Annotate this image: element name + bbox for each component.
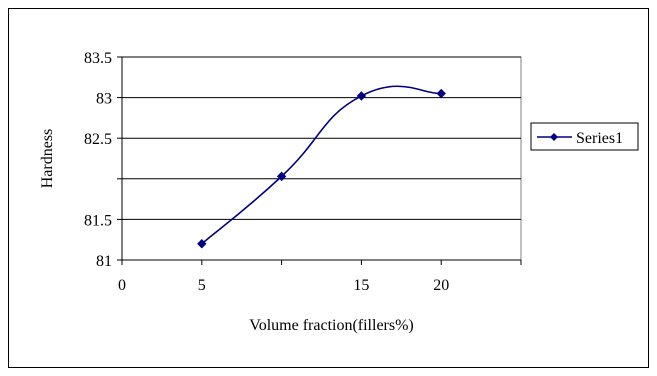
data-point bbox=[197, 239, 207, 249]
legend: Series1 bbox=[530, 122, 639, 151]
y-tick-label: 83.5 bbox=[84, 50, 112, 67]
gridlines bbox=[122, 56, 521, 220]
x-tick-labels: 0 5 15 20 bbox=[118, 277, 449, 294]
legend-marker-diamond bbox=[550, 133, 558, 141]
plot-area bbox=[121, 56, 522, 261]
legend-entry-label: Series1 bbox=[576, 130, 623, 147]
x-tick-label: 0 bbox=[118, 277, 126, 294]
axes bbox=[117, 56, 522, 265]
data-point bbox=[276, 171, 287, 182]
data-point bbox=[356, 91, 367, 101]
x-tick-label: 20 bbox=[433, 277, 449, 294]
x-axis-label: Volume fraction(fillers%) bbox=[249, 317, 414, 334]
y-axis-label: Hardness bbox=[39, 129, 56, 189]
x-tick-label: 5 bbox=[198, 277, 206, 294]
series-line bbox=[201, 85, 442, 245]
y-tick-label: 81.5 bbox=[84, 212, 112, 229]
data-point bbox=[436, 88, 446, 99]
y-tick-label: 82.5 bbox=[84, 131, 112, 148]
y-tick-label: 83 bbox=[96, 91, 112, 108]
y-tick-labels: 81 81.5 82.5 83 83.5 bbox=[84, 50, 112, 270]
series-layer bbox=[197, 85, 446, 249]
x-tick-label: 15 bbox=[353, 277, 369, 294]
y-tick-label: 81 bbox=[96, 253, 112, 270]
